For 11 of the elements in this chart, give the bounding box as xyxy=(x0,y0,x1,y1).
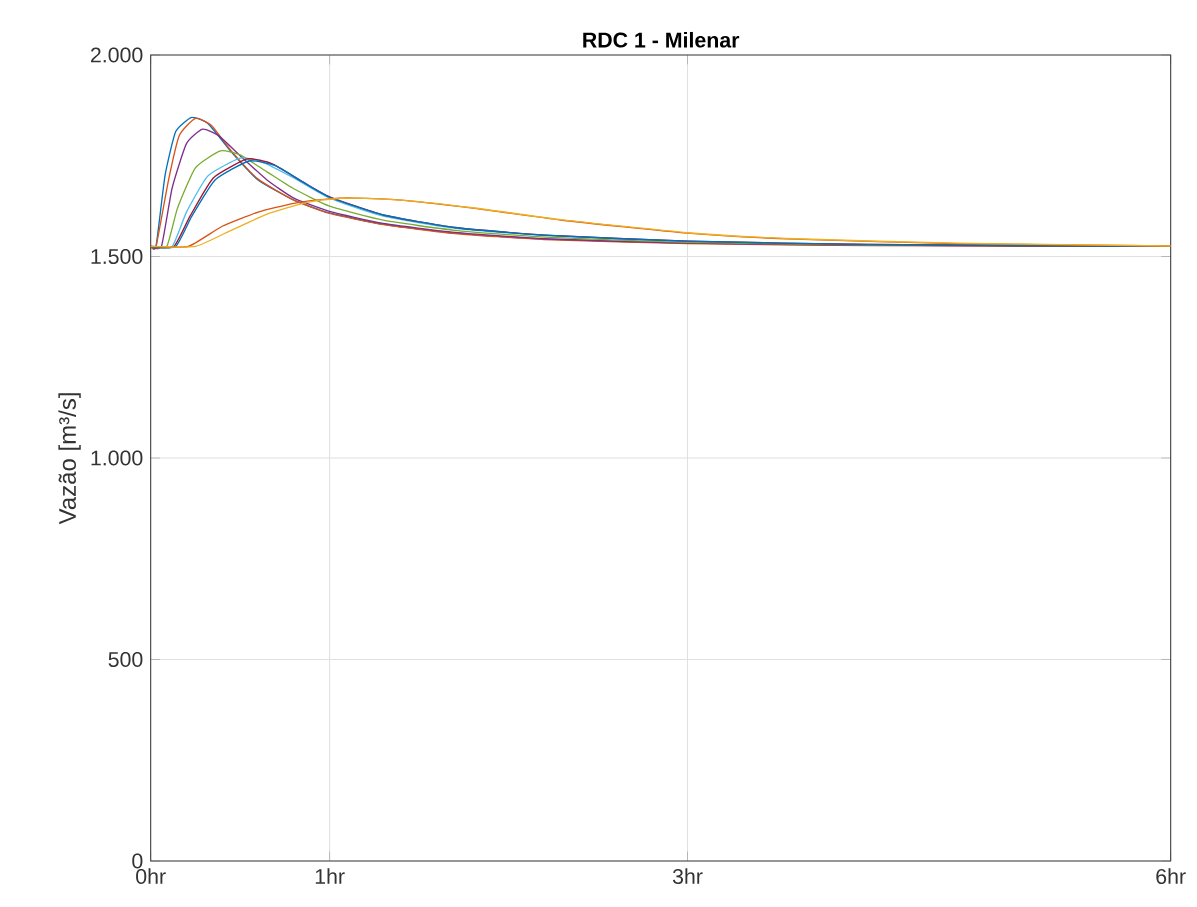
y-tick-label: 500 xyxy=(108,651,143,668)
y-tick-label: 2.000 xyxy=(90,47,143,63)
y-tick-label: 1.000 xyxy=(91,450,143,466)
x-tick-label: 1hr xyxy=(315,868,345,884)
x-tick-label: 0hr xyxy=(136,868,166,885)
y-tick-label: 0 xyxy=(132,853,143,869)
y-tick-label: 1.500 xyxy=(91,248,143,265)
y-axis-title: Vazão [m³/s] xyxy=(58,393,81,525)
x-tick-label: 3hr xyxy=(672,868,703,885)
x-tick-label: 6hr xyxy=(1156,868,1186,885)
chart-title: RDC 1 - Milenar xyxy=(583,31,740,48)
